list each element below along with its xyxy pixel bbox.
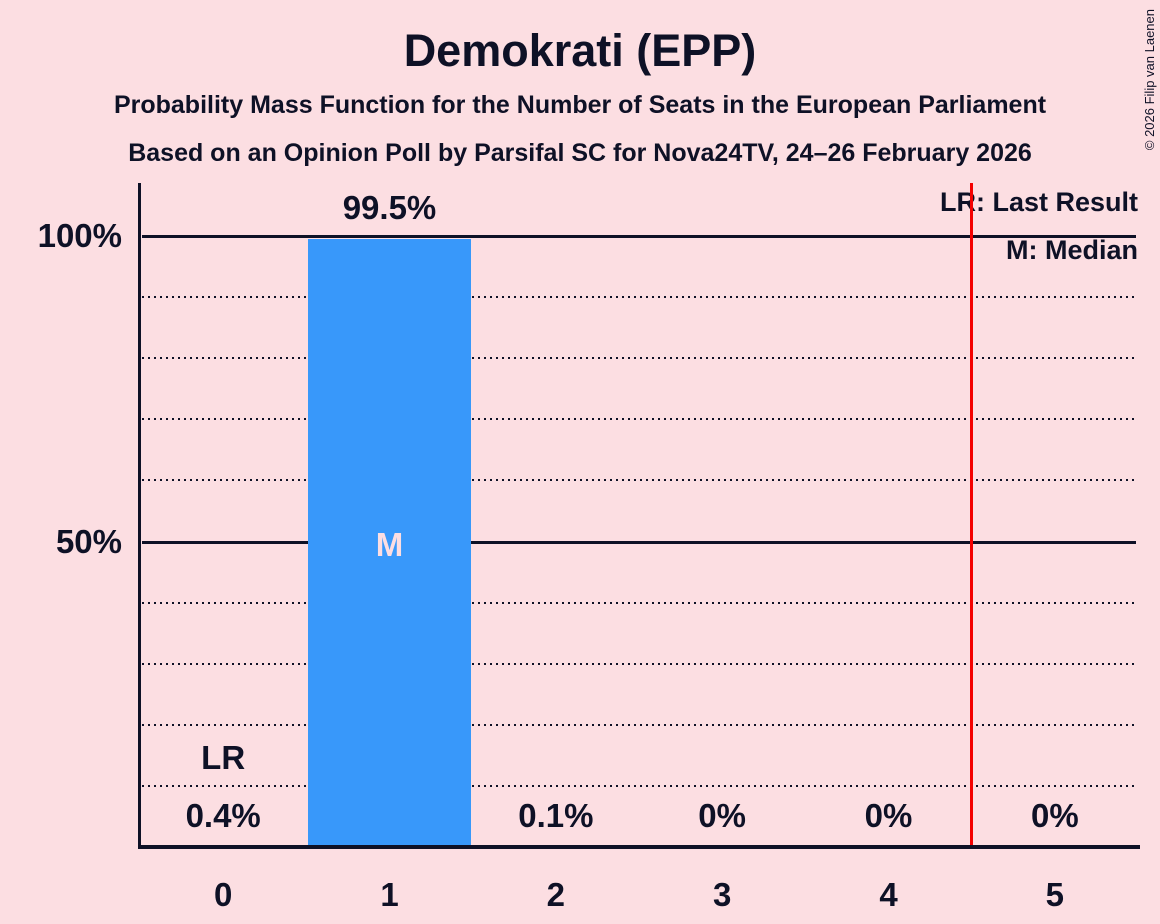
y-tick-label-100: 100%	[37, 217, 122, 254]
y-axis-line	[138, 183, 141, 849]
value-label-seats-0: 0.4%	[185, 797, 261, 834]
bar-seats-1	[308, 239, 471, 847]
legend-median: M: Median	[1006, 235, 1138, 265]
value-label-seats-1: 99.5%	[342, 189, 437, 227]
gridline-60pct	[142, 479, 1136, 482]
gridline-40pct	[142, 601, 1136, 604]
plot-area: 0.4% 99.5% 0.1% 0% 0% 0% LR M	[140, 183, 1138, 847]
x-tick-label-3: 3	[712, 876, 732, 913]
x-tick-label-2: 2	[546, 876, 565, 913]
chart-title: Demokrati (EPP)	[403, 25, 757, 76]
median-marker: M	[375, 526, 404, 563]
x-tick-label-5: 5	[1045, 876, 1064, 913]
x-tick-label-1: 1	[380, 876, 399, 913]
chart-source-line: Based on an Opinion Poll by Parsifal SC …	[128, 139, 1032, 167]
copyright-text: © 2026 Filip van Laenen	[1142, 9, 1157, 151]
y-tick-label-50: 50%	[55, 522, 122, 560]
gridline-70pct	[142, 418, 1136, 421]
gridline-20pct	[142, 723, 1136, 726]
value-label-seats-5: 0%	[1030, 797, 1079, 834]
gridline-10pct	[142, 784, 1136, 787]
gridline-100pct	[142, 235, 1136, 238]
gridline-90pct	[142, 296, 1136, 299]
last-result-annotation: LR	[201, 739, 246, 776]
x-axis-line	[138, 845, 1140, 849]
x-tick-label-0: 0	[213, 876, 233, 913]
value-label-seats-3: 0%	[698, 797, 746, 834]
x-tick-label-4: 4	[879, 876, 898, 913]
last-result-line	[970, 183, 974, 847]
gridline-50pct	[142, 540, 1136, 544]
chart-subtitle: Probability Mass Function for the Number…	[113, 91, 1047, 119]
value-label-seats-4: 0%	[864, 797, 913, 834]
value-label-seats-2: 0.1%	[518, 797, 594, 834]
gridline-80pct	[142, 357, 1136, 360]
copyright-notice: © 2026 Filip van Laenen	[1142, 8, 1158, 218]
gridline-30pct	[142, 662, 1136, 665]
